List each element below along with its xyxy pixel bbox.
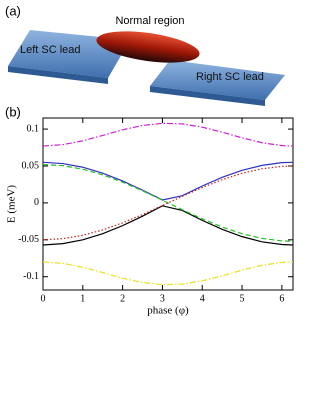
x-tick-label: 4 [200,293,205,304]
x-tick-label: 0 [41,293,46,304]
series-line [42,161,294,201]
y-tick-label: -0.05 [18,234,39,245]
x-tick-label: 5 [240,293,245,304]
schematic-label: Left SC lead [20,44,81,56]
plot-frame [42,117,294,291]
figure: (a) Normal region Left SC lead Right SC … [5,3,294,317]
series-line [42,205,294,246]
normal-region [96,31,200,63]
left-lead-edge [8,66,108,84]
schematic-label: Normal region [115,15,184,27]
y-axis-label: E (meV) [6,185,18,224]
x-tick-label: 1 [80,293,85,304]
chart: (b) phase (φ) E (meV) 0 1 2 3 4 5 6 -0.1 -0.05 0 0… [5,104,294,317]
x-tick-label: 2 [120,293,125,304]
series-line [42,163,294,242]
series-line [42,165,294,241]
x-tick-label: 3 [160,293,165,304]
series-line [42,261,294,286]
schematic-label: Right SC lead [196,71,264,83]
y-tick-label: 0.05 [22,160,40,171]
right-lead-edge [150,86,265,106]
right-lead [150,60,285,100]
series-line [42,122,294,147]
panel-label: (b) [5,104,21,119]
y-tick-label: 0.1 [27,123,40,134]
y-tick-label: 0 [34,197,39,208]
schematic: (a) Normal region Left SC lead Right SC … [5,3,285,106]
x-axis-label: phase (φ) [147,305,189,317]
panel-label: (a) [5,3,21,18]
x-tick-label: 6 [279,293,284,304]
y-tick-label: -0.1 [23,271,39,282]
